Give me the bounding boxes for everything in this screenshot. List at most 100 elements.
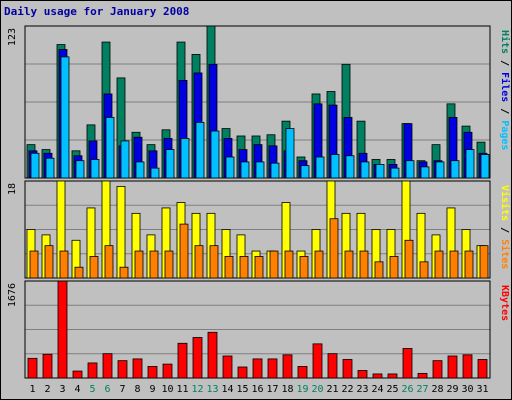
- bar-pages: [330, 154, 340, 179]
- x-tick-label: 29: [446, 384, 458, 395]
- x-tick-label: 20: [311, 384, 323, 395]
- bar-pages: [360, 161, 370, 179]
- chart-title: Daily usage for January 2008: [4, 5, 190, 18]
- bar-pages: [105, 117, 115, 179]
- x-tick-label: 4: [74, 384, 80, 395]
- bar-kbytes: [177, 342, 188, 379]
- bar-pages: [75, 160, 85, 179]
- x-tick-label: 1: [29, 384, 35, 395]
- x-tick-label: 14: [221, 384, 233, 395]
- bar-kbytes: [327, 353, 338, 379]
- bar-sites: [284, 250, 294, 279]
- y-max-label: 18: [7, 183, 18, 195]
- bar-sites: [449, 250, 459, 279]
- bar-sites: [209, 245, 219, 279]
- bar-sites: [359, 250, 369, 279]
- bar-pages: [420, 166, 430, 179]
- x-tick-label: 6: [104, 384, 110, 395]
- bar-pages: [450, 160, 460, 179]
- x-tick-label: 5: [89, 384, 95, 395]
- bar-kbytes: [372, 373, 383, 379]
- bar-pages: [375, 164, 385, 179]
- bar-pages: [210, 130, 220, 179]
- x-tick-label: 28: [431, 384, 443, 395]
- bar-pages: [120, 140, 130, 179]
- bar-kbytes: [132, 358, 143, 379]
- bar-sites: [29, 250, 39, 279]
- bar-sites: [239, 256, 249, 279]
- bar-kbytes: [72, 370, 83, 379]
- bar-kbytes: [297, 366, 308, 379]
- bar-sites: [389, 256, 399, 279]
- bar-pages: [90, 159, 100, 179]
- bar-visits: [116, 185, 126, 279]
- bar-kbytes: [117, 360, 128, 379]
- bar-kbytes: [267, 358, 278, 379]
- bar-kbytes: [417, 372, 428, 379]
- bar-pages: [285, 128, 295, 179]
- bar-pages: [165, 149, 175, 179]
- bar-kbytes: [87, 362, 98, 379]
- bar-pages: [30, 152, 40, 179]
- x-tick-label: 18: [281, 384, 293, 395]
- bar-sites: [194, 245, 204, 279]
- x-tick-label: 7: [119, 384, 125, 395]
- bar-sites: [254, 256, 264, 279]
- bar-pages: [345, 155, 355, 179]
- bar-pages: [315, 156, 325, 179]
- x-tick-label: 22: [341, 384, 353, 395]
- bar-sites: [434, 250, 444, 279]
- bar-sites: [179, 223, 189, 279]
- legend-visits-sites: Visits / Sites: [499, 185, 511, 269]
- x-tick-label: 15: [236, 384, 248, 395]
- x-tick-label: 23: [356, 384, 368, 395]
- bar-kbytes: [27, 357, 38, 379]
- y-max-label: 1676: [7, 283, 18, 307]
- x-tick-label: 13: [206, 384, 218, 395]
- x-tick-label: 19: [296, 384, 308, 395]
- bar-kbytes: [57, 280, 68, 379]
- legend-kbytes: KBytes: [499, 285, 510, 321]
- x-tick-label: 30: [461, 384, 473, 395]
- x-tick-label: 31: [476, 384, 488, 395]
- x-tick-label: 26: [401, 384, 413, 395]
- x-tick-label: 11: [176, 384, 188, 395]
- bar-kbytes: [477, 359, 488, 379]
- bar-kbytes: [282, 354, 293, 379]
- bar-kbytes: [192, 337, 203, 379]
- bar-pages: [465, 149, 475, 179]
- bar-pages: [300, 165, 310, 179]
- bar-pages: [225, 156, 235, 179]
- bar-pages: [150, 167, 160, 179]
- bar-kbytes: [447, 355, 458, 379]
- bar-kbytes: [432, 360, 443, 379]
- x-tick-label: 8: [134, 384, 140, 395]
- bar-pages: [270, 162, 280, 179]
- bar-sites: [119, 266, 129, 279]
- x-tick-label: 16: [251, 384, 263, 395]
- bar-sites: [74, 266, 84, 279]
- bar-sites: [404, 239, 414, 279]
- bar-kbytes: [342, 359, 353, 379]
- bar-sites: [44, 245, 54, 279]
- bar-pages: [60, 56, 70, 179]
- bar-pages: [240, 161, 250, 179]
- bar-kbytes: [207, 331, 218, 379]
- bar-kbytes: [222, 355, 233, 379]
- x-tick-label: 21: [326, 384, 338, 395]
- bar-pages: [180, 138, 190, 179]
- bar-pages: [480, 154, 490, 179]
- bar-kbytes: [387, 373, 398, 379]
- bar-sites: [224, 256, 234, 279]
- bar-kbytes: [252, 358, 263, 379]
- legend-hits-files-pages: Hits / Files / Pages: [499, 30, 511, 150]
- bar-sites: [314, 250, 324, 279]
- x-tick-label: 24: [371, 384, 383, 395]
- x-tick-label: 17: [266, 384, 278, 395]
- bar-kbytes: [162, 363, 173, 379]
- bar-kbytes: [237, 366, 248, 379]
- bar-sites: [479, 245, 489, 279]
- bar-pages: [405, 160, 415, 179]
- bar-pages: [435, 161, 445, 179]
